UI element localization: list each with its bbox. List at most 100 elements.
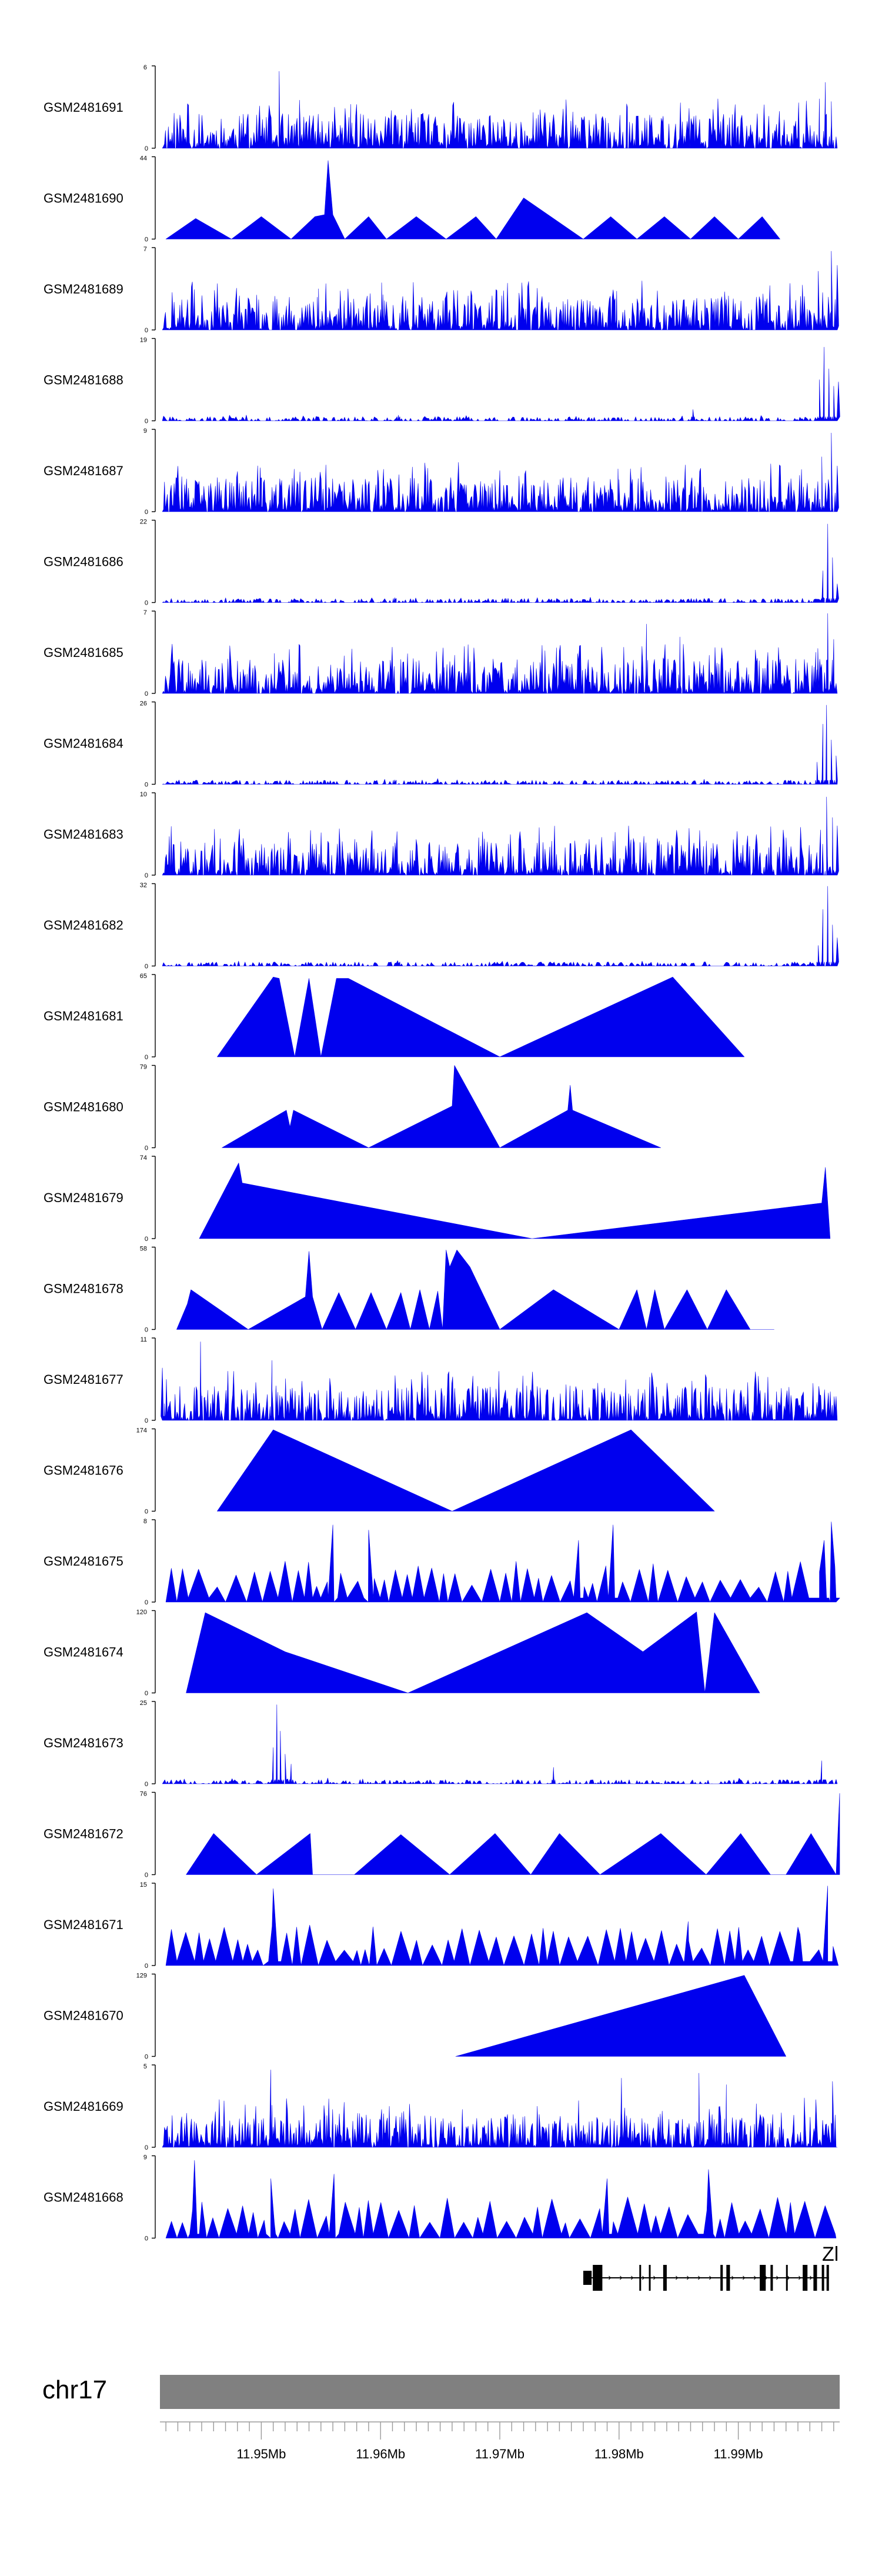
track-label: GSM2481677: [44, 1372, 123, 1387]
y-axis-max-label: 79: [140, 1064, 147, 1071]
gene-exon: [821, 2265, 824, 2291]
track-label: GSM2481672: [44, 1827, 123, 1841]
coverage-track: GSM2481671 15 0: [44, 1881, 838, 1970]
y-axis-max-label: 7: [143, 609, 147, 616]
coverage-track: GSM2481683 10 0: [44, 791, 839, 879]
y-axis-min-label: 0: [145, 782, 148, 789]
coverage-track: GSM2481670 129 0: [44, 1973, 786, 2061]
coverage-area: [217, 1429, 715, 1511]
y-axis-min-label: 0: [145, 1327, 148, 1334]
gene-exon: [583, 2271, 592, 2285]
coverage-area: [162, 796, 839, 876]
strand-arrow: [798, 2275, 801, 2280]
strand-arrow: [787, 2275, 790, 2280]
coverage-track: GSM2481682 32 0: [44, 882, 839, 970]
y-axis-min-label: 0: [145, 1145, 148, 1152]
coverage-track: GSM2481676 174 0: [44, 1427, 715, 1516]
y-axis-max-label: 15: [140, 1881, 147, 1888]
y-axis-min-label: 0: [145, 872, 148, 879]
coverage-track: GSM2481675 8 0: [44, 1518, 840, 1606]
strand-arrow: [630, 2275, 634, 2280]
y-axis-min-label: 0: [145, 236, 148, 243]
x-axis-tick-label: 11.97Mb: [475, 2447, 524, 2461]
coverage-area: [165, 1886, 838, 1966]
y-axis-min-label: 0: [145, 1054, 148, 1061]
strand-arrow: [742, 2275, 746, 2280]
y-axis-max-label: 58: [140, 1246, 147, 1253]
strand-arrow: [686, 2275, 690, 2280]
track-label: GSM2481689: [44, 282, 123, 296]
gene-exon: [593, 2265, 603, 2291]
coverage-area: [162, 613, 838, 694]
y-axis-min-label: 0: [145, 1417, 148, 1424]
coverage-track: GSM2481690 44 0: [44, 155, 780, 243]
track-label: GSM2481681: [44, 1009, 123, 1023]
y-axis-max-label: 120: [136, 1609, 147, 1616]
track-label: GSM2481690: [44, 191, 123, 206]
coverage-track: GSM2481681 65 0: [44, 973, 745, 1061]
gene-exon: [720, 2265, 723, 2291]
coverage-track: GSM2481684 26 0: [44, 700, 838, 789]
y-axis-max-label: 6: [143, 64, 147, 71]
track-label: GSM2481685: [44, 645, 123, 660]
strand-arrow: [653, 2275, 656, 2280]
coverage-area: [455, 1975, 786, 2057]
track-label: GSM2481670: [44, 2008, 123, 2023]
gene-model-track: Zl: [583, 2243, 838, 2291]
x-axis-tick-label: 11.98Mb: [594, 2447, 644, 2461]
track-label: GSM2481691: [44, 100, 123, 115]
y-axis-min-label: 0: [145, 145, 148, 152]
x-axis-tick-label: 11.96Mb: [356, 2447, 405, 2461]
track-label: GSM2481675: [44, 1554, 123, 1569]
y-axis-min-label: 0: [145, 509, 148, 516]
genome-axis-track: chr17 11.95Mb 11.96Mb 11.97Mb 11.98Mb 11.99Mb: [42, 2375, 840, 2461]
y-axis-min-label: 0: [145, 2235, 148, 2243]
gene-exon: [726, 2265, 730, 2291]
gene-exon: [639, 2265, 642, 2291]
y-axis-min-label: 0: [145, 1599, 148, 1606]
coverage-track: GSM2481688 19 0: [44, 337, 840, 425]
y-axis-max-label: 26: [140, 700, 147, 708]
coverage-area: [165, 1521, 840, 1603]
coverage-track: GSM2481672 76 0: [44, 1791, 840, 1879]
gene-exon: [813, 2265, 817, 2291]
gene-exon: [786, 2265, 788, 2291]
coverage-track: GSM2481680 79 0: [44, 1064, 662, 1152]
y-axis-max-label: 9: [143, 2154, 147, 2161]
y-axis-max-label: 76: [140, 1791, 147, 1798]
coverage-area: [176, 1250, 774, 1330]
coverage-track: GSM2481679 74 0: [44, 1154, 831, 1243]
y-axis-max-label: 74: [140, 1154, 147, 1162]
coverage-track: GSM2481668 9 0: [44, 2154, 837, 2243]
coverage-area: [165, 160, 780, 239]
y-axis-max-label: 22: [140, 519, 147, 526]
y-axis-min-label: 0: [145, 1963, 148, 1970]
coverage-area: [162, 705, 838, 785]
gene-exon: [770, 2265, 773, 2291]
x-axis-tick-label: 11.99Mb: [714, 2447, 763, 2461]
track-label: GSM2481683: [44, 827, 123, 842]
strand-arrow: [764, 2275, 768, 2280]
track-label: GSM2481686: [44, 555, 123, 569]
coverage-area: [162, 432, 839, 512]
track-label: GSM2481673: [44, 1736, 123, 1750]
y-axis-min-label: 0: [145, 1690, 148, 1697]
coverage-track: GSM2481689 7 0: [44, 246, 839, 334]
gene-exon: [649, 2265, 651, 2291]
y-axis-min-label: 0: [145, 327, 148, 334]
track-label: GSM2481674: [44, 1645, 123, 1660]
y-axis-max-label: 8: [143, 1518, 147, 1525]
coverage-track: GSM2481674 120 0: [44, 1609, 760, 1697]
coverage-track: GSM2481677 11 0: [44, 1336, 838, 1424]
y-axis-min-label: 0: [145, 2144, 148, 2151]
coverage-area: [199, 1163, 831, 1239]
y-axis-max-label: 9: [143, 428, 147, 435]
coverage-area: [162, 886, 839, 966]
coverage-area: [222, 1065, 662, 1148]
track-label: GSM2481671: [44, 1917, 123, 1932]
gene-exon: [826, 2265, 829, 2291]
coverage-area: [165, 2160, 837, 2238]
coverage-area: [162, 1704, 838, 1784]
strand-arrow: [709, 2275, 712, 2280]
